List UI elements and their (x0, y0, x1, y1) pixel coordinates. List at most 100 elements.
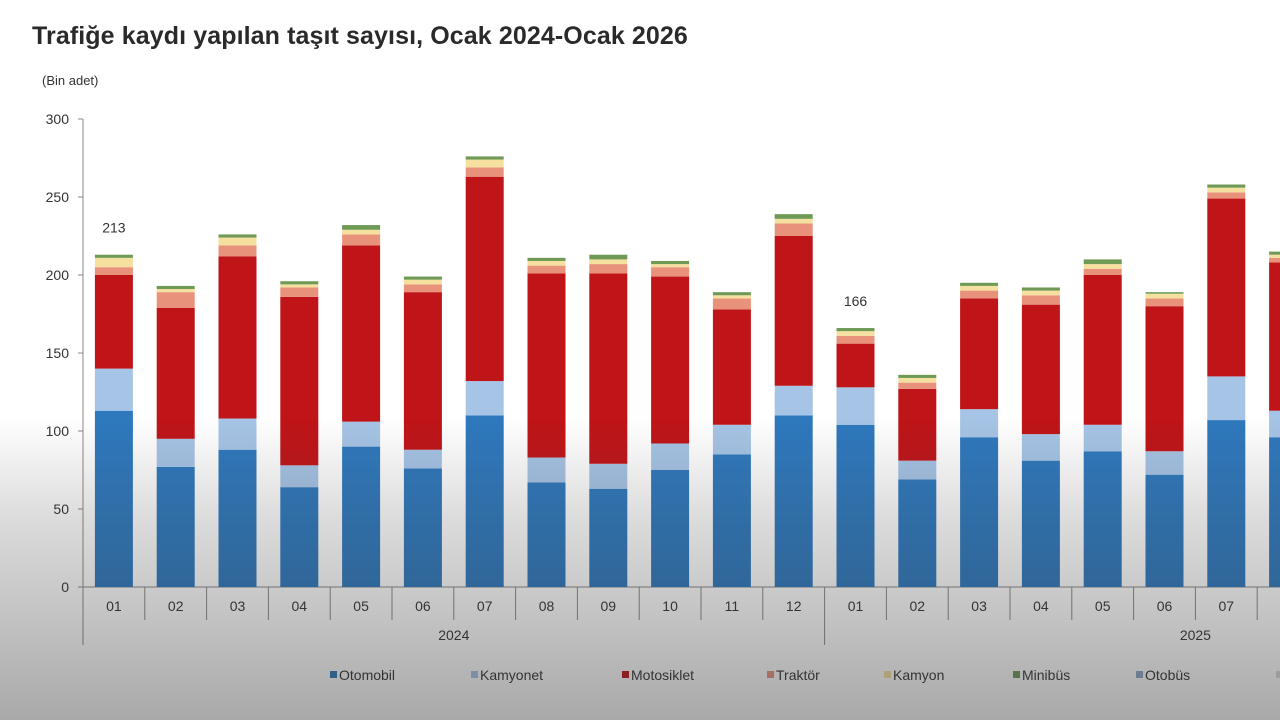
bar-segment-motosiklet (898, 388, 937, 461)
legend-swatch (1136, 671, 1143, 678)
bar-segment-kamyon (342, 229, 381, 235)
x-tick-label: 08 (539, 598, 555, 614)
bar-segment-kamyonet (218, 418, 257, 450)
bar-segment-kamyon (836, 331, 875, 336)
bar-segment-traktör (156, 292, 195, 308)
bar-segment-motosiklet (774, 236, 813, 386)
bar-segment-motosiklet (836, 343, 875, 388)
bar-segment-kamyonet (1269, 410, 1280, 438)
legend-label: Minibüs (1022, 667, 1070, 683)
chart-title: Trafiğe kaydı yapılan taşıt sayısı, Ocak… (32, 22, 688, 50)
x-tick-label: 04 (1033, 598, 1049, 614)
bar-segment-minibüs (651, 260, 690, 265)
bar-segment-otomobil (465, 415, 504, 587)
x-tick-label: 11 (725, 598, 740, 614)
bar-segment-traktör (712, 298, 751, 310)
bar-segment-minibüs (774, 214, 813, 219)
x-tick-label: 02 (168, 598, 184, 614)
x-tick-label: 09 (601, 598, 617, 614)
bar-segment-kamyonet (712, 424, 751, 455)
x-tick-label: 05 (1095, 598, 1111, 614)
bar-segment-kamyon (774, 218, 813, 224)
bar-segment-kamyonet (836, 387, 875, 425)
bar-segment-kamyon (1083, 264, 1122, 269)
x-tick-label: 06 (1157, 598, 1173, 614)
bar-segment-kamyon (1021, 290, 1060, 296)
bar-segment-kamyonet (465, 381, 504, 416)
bar-segment-minibüs (94, 254, 133, 258)
bar-segment-traktör (1269, 257, 1280, 263)
bar-segment-minibüs (836, 328, 875, 332)
bar-segment-kamyon (527, 260, 566, 266)
bar-segment-traktör (960, 290, 999, 299)
bar-segment-kamyon (280, 284, 319, 288)
y-tick-label: 150 (46, 345, 70, 361)
bar-segment-otomobil (774, 415, 813, 587)
bar-segment-kamyonet (156, 438, 195, 467)
legend-label: Motosiklet (631, 667, 694, 683)
bar-segment-traktör (94, 267, 133, 275)
data-label: 213 (102, 220, 126, 236)
bar-segment-kamyon (712, 295, 751, 299)
bar-segment-otomobil (280, 487, 319, 587)
bar-segment-minibüs (465, 156, 504, 160)
bar-segment-kamyonet (94, 368, 133, 411)
bar-segment-minibüs (960, 282, 999, 286)
bar-segment-kamyonet (1021, 434, 1060, 461)
x-tick-label: 03 (971, 598, 987, 614)
x-tick-label: 12 (786, 598, 802, 614)
bar-segment-minibüs (280, 281, 319, 285)
bar-segment-traktör (1021, 295, 1060, 305)
bar-segment-kamyon (589, 259, 628, 265)
bar-segment-minibüs (1145, 292, 1184, 294)
bar-segment-minibüs (1207, 184, 1246, 188)
bar-segment-minibüs (403, 276, 442, 280)
bar-segment-motosiklet (1269, 262, 1280, 411)
x-tick-label: 07 (1219, 598, 1235, 614)
bar-segment-kamyonet (651, 443, 690, 470)
bar-segment-motosiklet (218, 256, 257, 419)
bar-segment-kamyonet (898, 460, 937, 480)
bar-segment-kamyonet (403, 449, 442, 469)
bar-segment-minibüs (898, 374, 937, 378)
legend-label: Traktör (776, 667, 820, 683)
x-tick-label: 01 (106, 598, 122, 614)
bar-segment-kamyon (898, 377, 937, 383)
bar-segment-otomobil (1083, 451, 1122, 587)
bar-segment-otomobil (898, 479, 937, 587)
legend-label: Kamyonet (480, 667, 543, 683)
bar-segment-kamyonet (1207, 376, 1246, 421)
bar-segment-otomobil (342, 446, 381, 587)
bar-segment-otomobil (1269, 437, 1280, 587)
bar-segment-motosiklet (527, 273, 566, 458)
x-group-label: 2025 (1180, 627, 1211, 643)
bar-segment-kamyon (94, 257, 133, 268)
bar-segment-otomobil (1021, 460, 1060, 587)
bar-segment-traktör (774, 223, 813, 236)
bar-segment-otomobil (589, 488, 628, 587)
bar-segment-minibüs (712, 292, 751, 296)
bar-segment-kamyon (156, 289, 195, 293)
bar-segment-minibüs (527, 257, 566, 261)
y-tick-label: 300 (46, 111, 70, 127)
bar-segment-minibüs (342, 225, 381, 230)
legend-label: Otomobil (339, 667, 395, 683)
legend-swatch (622, 671, 629, 678)
x-tick-label: 01 (848, 598, 864, 614)
legend-swatch (1276, 671, 1280, 678)
bar-segment-traktör (280, 287, 319, 297)
bar-segment-traktör (1083, 268, 1122, 275)
bar-segment-traktör (527, 265, 566, 274)
bar-segment-traktör (589, 264, 628, 274)
bar-segment-motosiklet (1145, 306, 1184, 452)
bar-segment-traktör (403, 284, 442, 293)
bar-segment-otomobil (156, 466, 195, 587)
bar-segment-otomobil (218, 449, 257, 587)
legend-label: Kamyon (893, 667, 944, 683)
bar-segment-traktör (1145, 298, 1184, 307)
bar-segment-motosiklet (280, 296, 319, 466)
bar-segment-kamyonet (1083, 424, 1122, 452)
bar-segment-otomobil (836, 424, 875, 587)
bar-segment-minibüs (589, 254, 628, 260)
